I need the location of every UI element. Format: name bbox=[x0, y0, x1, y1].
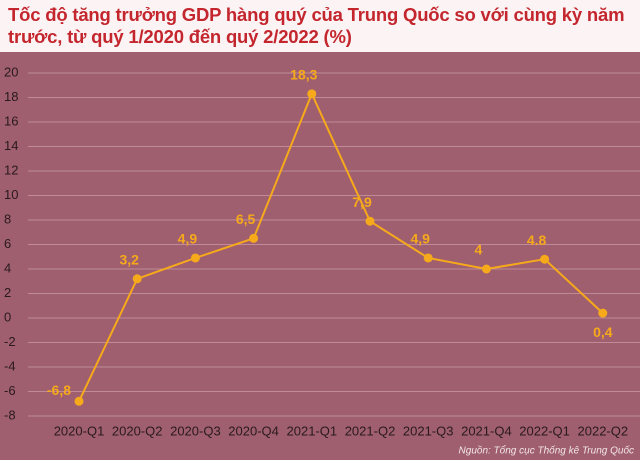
value-label: -6,8 bbox=[47, 382, 71, 398]
x-tick-label: 2020-Q3 bbox=[170, 423, 221, 438]
y-tick-label: -8 bbox=[4, 407, 16, 422]
x-tick-label: 2020-Q2 bbox=[112, 423, 163, 438]
y-tick-label: 12 bbox=[4, 162, 18, 177]
point bbox=[249, 233, 259, 243]
point bbox=[132, 274, 142, 284]
point bbox=[540, 254, 550, 264]
value-label: 3,2 bbox=[119, 252, 139, 268]
y-tick-label: 20 bbox=[4, 64, 18, 79]
x-tick-label: 2021-Q2 bbox=[345, 423, 396, 438]
point bbox=[481, 264, 491, 274]
x-tick-label: 2021-Q1 bbox=[287, 423, 338, 438]
y-tick-label: 10 bbox=[4, 187, 18, 202]
value-label: 18,3 bbox=[290, 67, 317, 83]
point bbox=[190, 253, 200, 263]
value-label: 4 bbox=[475, 242, 483, 258]
x-tick-label: 2021-Q4 bbox=[461, 423, 512, 438]
x-tick-label: 2022-Q2 bbox=[578, 423, 629, 438]
y-tick-label: 8 bbox=[4, 211, 11, 226]
y-tick-label: -2 bbox=[4, 334, 16, 349]
value-label: 0,4 bbox=[593, 324, 613, 340]
value-label: 4.8 bbox=[527, 232, 547, 248]
y-tick-label: 18 bbox=[4, 89, 18, 104]
value-label: 6,5 bbox=[236, 211, 256, 227]
y-tick-label: -4 bbox=[4, 358, 16, 373]
y-tick-label: 2 bbox=[4, 285, 11, 300]
x-tick-label: 2021-Q3 bbox=[403, 423, 454, 438]
point bbox=[365, 216, 375, 226]
point bbox=[74, 396, 84, 406]
point bbox=[598, 308, 608, 318]
chart-title: Tốc độ tăng trưởng GDP hàng quý của Trun… bbox=[0, 0, 640, 52]
y-tick-label: 0 bbox=[4, 309, 11, 324]
line bbox=[78, 91, 604, 402]
x-tick-label: 2020-Q1 bbox=[54, 423, 105, 438]
y-tick-label: 16 bbox=[4, 113, 18, 128]
value-label: 4,9 bbox=[410, 231, 430, 247]
point bbox=[307, 89, 317, 99]
y-tick-label: 4 bbox=[4, 260, 11, 275]
x-tick-label: 2022-Q1 bbox=[519, 423, 570, 438]
value-label: 4,9 bbox=[178, 231, 198, 247]
x-tick-label: 2020-Q4 bbox=[228, 423, 279, 438]
value-label: 7,9 bbox=[352, 194, 372, 210]
point bbox=[423, 253, 433, 263]
y-tick-label: 14 bbox=[4, 138, 18, 153]
y-tick-label: -6 bbox=[4, 383, 16, 398]
source-note: Nguồn: Tổng cục Thống kê Trung Quốc bbox=[459, 445, 634, 457]
y-tick-label: 6 bbox=[4, 236, 11, 251]
